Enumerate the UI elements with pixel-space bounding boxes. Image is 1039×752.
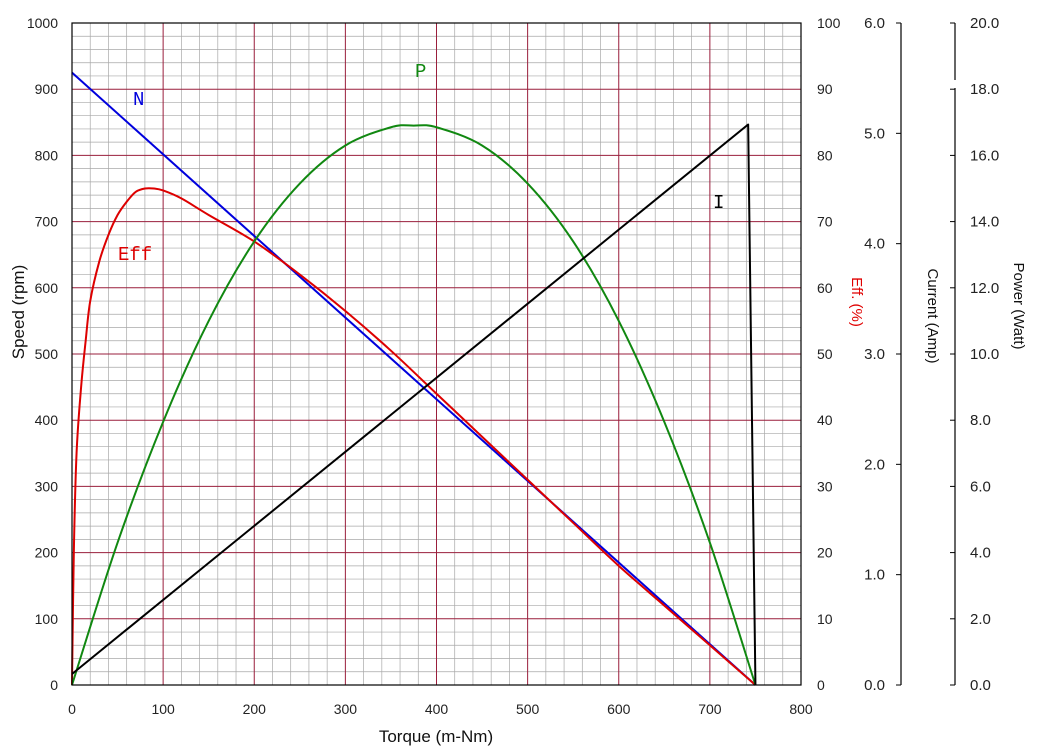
chart-grid [72,23,801,685]
current-tick-label: 5.0 [864,125,885,142]
x-tick-label: 200 [243,701,267,717]
plot-frame [71,22,802,686]
x-tick-label: 400 [425,701,449,717]
x-tick-label: 600 [607,701,631,717]
series-line-n [71,71,757,686]
speed-axis-title: Speed (rpm) [9,265,28,359]
eff-tick-label: 80 [817,147,833,163]
current-tick-label: 0.0 [864,677,885,694]
x-tick-label: 700 [698,701,722,717]
eff-tick-label: 20 [817,545,833,561]
speed-tick-label: 800 [35,147,59,163]
speed-tick-label: 300 [35,478,59,494]
eff-tick-label: 70 [817,214,833,230]
eff-axis-title: Eff. (%) [848,277,865,327]
series-line-eff [71,187,757,686]
speed-tick-label: 1000 [27,15,58,31]
x-tick-label: 0 [68,701,76,717]
speed-tick-label: 200 [35,545,59,561]
speed-tick-label: 400 [35,412,59,428]
current-tick-label: 4.0 [864,236,885,253]
x-axis-title: Torque (m-Nm) [379,727,493,746]
eff-tick-label: 0 [817,677,825,693]
series-label-i: I [713,192,724,214]
eff-tick-label: 40 [817,412,833,428]
chart-series [71,71,757,686]
speed-tick-label: 100 [35,611,59,627]
current-axis-title: Current (Amp) [924,268,941,363]
power-tick-label: 20.0 [970,15,999,32]
eff-tick-label: 30 [817,478,833,494]
power-tick-label: 0.0 [970,677,991,694]
power-tick-label: 8.0 [970,412,991,429]
power-axis-title: Power (Watt) [1010,263,1027,350]
speed-tick-label: 700 [35,214,59,230]
x-tick-label: 800 [789,701,813,717]
power-tick-label: 12.0 [970,280,999,297]
chart-tick-labels: 0 100 200 300 400 500 600 700 800010020030040050… [27,15,999,717]
x-tick-label: 300 [334,701,358,717]
eff-tick-label: 10 [817,611,833,627]
power-tick-label: 2.0 [970,611,991,628]
power-tick-label: 10.0 [970,346,999,363]
speed-tick-label: 900 [35,81,59,97]
current-tick-label: 2.0 [864,456,885,473]
power-tick-label: 16.0 [970,147,999,164]
series-line-p [71,124,757,686]
series-line-i [71,123,757,686]
power-tick-label: 6.0 [970,478,991,495]
eff-tick-label: 50 [817,346,833,362]
eff-tick-label: 90 [817,81,833,97]
current-tick-label: 1.0 [864,567,885,584]
current-tick-label: 3.0 [864,346,885,363]
speed-tick-label: 600 [35,280,59,296]
x-tick-label: 100 [151,701,175,717]
series-label-p: P [415,61,426,83]
x-tick-label: 500 [516,701,540,717]
current-tick-label: 6.0 [864,15,885,32]
speed-tick-label: 500 [35,346,59,362]
series-label-n: N [133,89,144,111]
speed-tick-label: 0 [50,677,58,693]
eff-tick-label: 100 [817,15,841,31]
series-label-eff: Eff [118,244,152,266]
power-tick-label: 18.0 [970,81,999,98]
eff-tick-label: 60 [817,280,833,296]
power-tick-label: 14.0 [970,214,999,231]
power-tick-label: 4.0 [970,545,991,562]
